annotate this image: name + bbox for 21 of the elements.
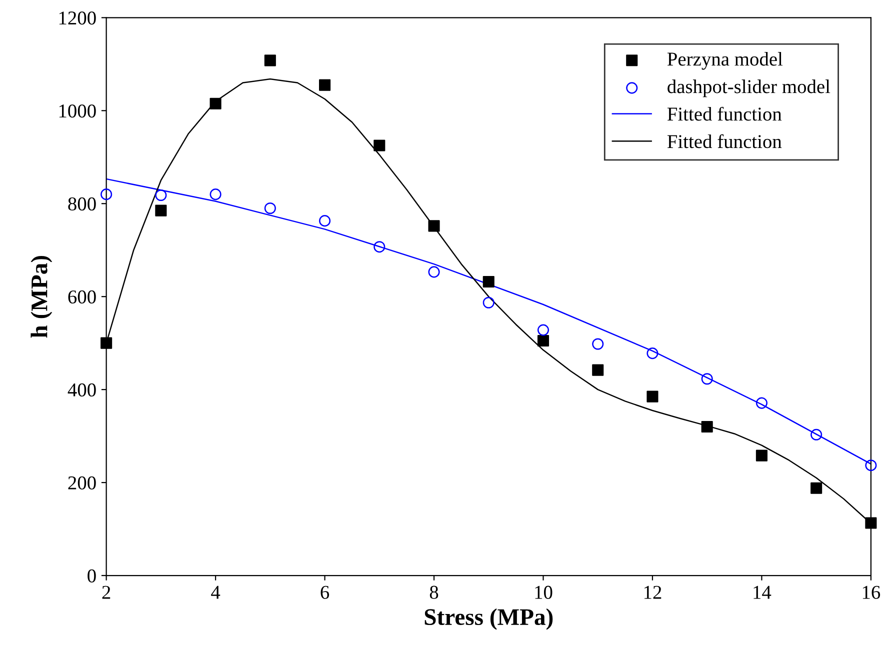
x-tick-label: 14 (754, 586, 772, 599)
y-tick-label: 200 (68, 476, 96, 490)
y-tick-label: 400 (68, 383, 96, 397)
y-tick-label: 0 (88, 569, 96, 582)
x-tick-label: 2 (102, 586, 110, 599)
y-axis-title: h (MPa) (30, 256, 52, 338)
legend-label: Fitted function (667, 134, 782, 148)
x-tick-label: 16 (862, 586, 880, 599)
legend-label: Fitted function (667, 106, 782, 121)
legend-label: dashpot-slider model (668, 80, 830, 98)
x-tick-label: 10 (535, 586, 552, 599)
x-axis-title: Stress (MPa) (424, 608, 553, 630)
y-tick-label: 600 (68, 290, 96, 304)
x-tick-label: 8 (430, 586, 438, 599)
x-tick-label: 6 (320, 586, 330, 599)
y-tick-label: 1000 (59, 104, 96, 118)
x-tick-label: 4 (211, 586, 220, 599)
y-tick-label: 1200 (59, 11, 96, 25)
x-tick-label: 12 (644, 586, 662, 599)
y-tick-label: 800 (68, 197, 96, 211)
legend-label: Perzyna model (667, 52, 783, 70)
